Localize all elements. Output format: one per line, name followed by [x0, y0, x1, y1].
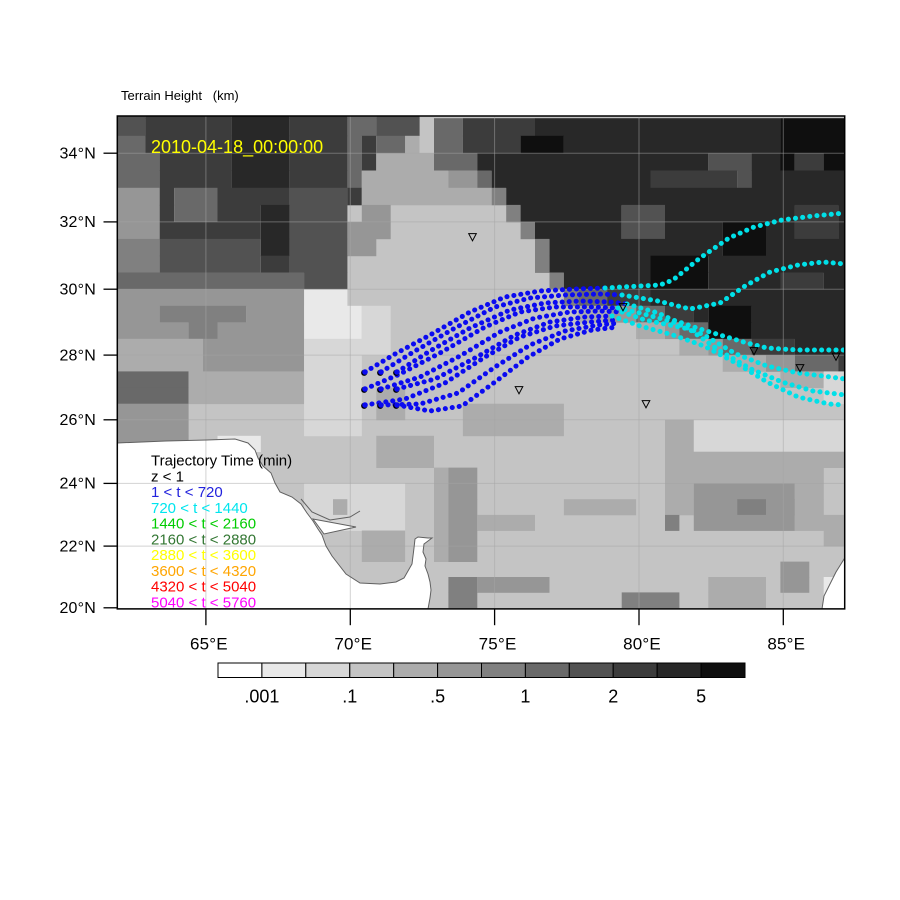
svg-text:3600 < t < 4320: 3600 < t < 4320: [151, 563, 256, 580]
svg-text:2880 < t < 3600: 2880 < t < 3600: [151, 547, 256, 564]
svg-text:720 < t < 1440: 720 < t < 1440: [151, 500, 248, 517]
svg-text:Trajectory Time (min): Trajectory Time (min): [151, 453, 292, 470]
svg-text:z < 1: z < 1: [151, 468, 184, 485]
svg-text:75°E: 75°E: [479, 634, 517, 653]
svg-text:Terrain Height (km): Terrain Height (km): [121, 88, 239, 103]
svg-text:2160 < t < 2880: 2160 < t < 2880: [151, 531, 256, 548]
svg-text:.5: .5: [430, 686, 445, 706]
svg-text:70°E: 70°E: [334, 634, 372, 653]
svg-text:80°E: 80°E: [623, 634, 661, 653]
svg-text:28°N: 28°N: [59, 347, 96, 364]
svg-text:32°N: 32°N: [59, 214, 96, 231]
svg-text:5: 5: [696, 686, 706, 706]
svg-text:22°N: 22°N: [59, 538, 96, 555]
svg-text:24°N: 24°N: [59, 476, 96, 493]
svg-text:.001: .001: [244, 686, 279, 706]
svg-text:26°N: 26°N: [59, 412, 96, 429]
svg-text:1440 < t < 2160: 1440 < t < 2160: [151, 516, 256, 533]
svg-text:20°N: 20°N: [59, 600, 96, 617]
svg-text:4320 < t < 5040: 4320 < t < 5040: [151, 579, 256, 596]
svg-text:1: 1: [520, 686, 530, 706]
svg-text:5040 < t < 5760: 5040 < t < 5760: [151, 595, 256, 612]
svg-text:85°E: 85°E: [767, 634, 805, 653]
svg-text:34°N: 34°N: [59, 146, 96, 163]
svg-text:1 < t < 720: 1 < t < 720: [151, 484, 223, 501]
svg-text:30°N: 30°N: [59, 282, 96, 299]
svg-text:.1: .1: [342, 686, 357, 706]
svg-text:2010-04-18_00:00:00: 2010-04-18_00:00:00: [151, 137, 323, 158]
svg-text:65°E: 65°E: [190, 634, 228, 653]
svg-text:2: 2: [608, 686, 618, 706]
